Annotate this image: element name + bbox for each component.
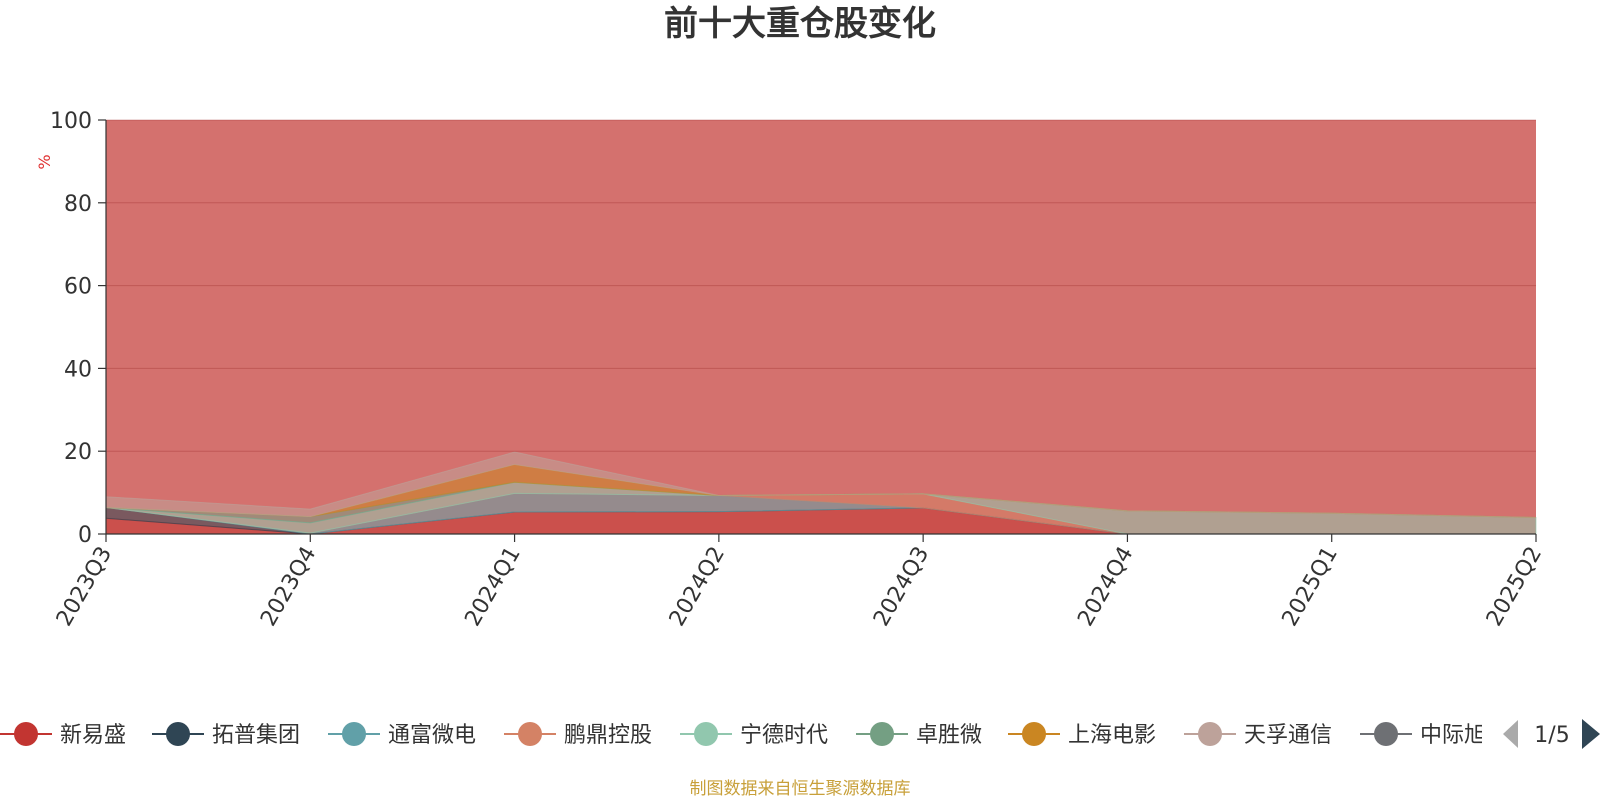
y-tick-label-100: 100: [50, 109, 92, 134]
legend-item-8[interactable]: 中际旭: [1360, 722, 1486, 748]
legend-marker: [1022, 722, 1046, 746]
x-tick-label-2: 2024Q1: [460, 543, 525, 631]
legend-marker: [342, 722, 366, 746]
y-tick-label-40: 40: [64, 357, 92, 382]
x-tick-label-5: 2024Q4: [1073, 543, 1138, 631]
x-tick-label-6: 2025Q1: [1278, 543, 1343, 631]
legend-item-4[interactable]: 宁德时代: [680, 722, 828, 748]
legend-item-0[interactable]: 新易盛: [0, 722, 126, 748]
legend-label: 拓普集团: [212, 723, 300, 748]
legend: 新易盛 拓普集团 通富微电 鹏鼎控股 宁德时代 卓胜微 上海电影 天孚通信 中际旭 1/5: [0, 719, 1600, 749]
legend-label: 新易盛: [60, 723, 126, 748]
legend-marker: [694, 722, 718, 746]
legend-item-6[interactable]: 上海电影: [1008, 722, 1156, 748]
x-tick-label-3: 2024Q2: [665, 543, 730, 631]
legend-label: 通富微电: [388, 723, 476, 748]
chart-title: 前十大重仓股变化: [664, 4, 936, 44]
legend-label: 上海电影: [1068, 723, 1156, 748]
legend-marker: [1374, 722, 1398, 746]
legend-label: 宁德时代: [740, 723, 828, 748]
legend-label: 中际旭: [1420, 723, 1486, 748]
area-background-band: [106, 120, 1536, 534]
y-tick-label-80: 80: [64, 192, 92, 217]
x-tick-label-1: 2023Q4: [256, 543, 321, 631]
legend-next-icon[interactable]: [1582, 719, 1600, 749]
legend-marker: [1198, 722, 1222, 746]
legend-items: 新易盛 拓普集团 通富微电 鹏鼎控股 宁德时代 卓胜微 上海电影 天孚通信 中际旭: [0, 722, 1486, 748]
legend-prev-icon[interactable]: [1503, 720, 1518, 748]
legend-marker: [166, 722, 190, 746]
legend-item-5[interactable]: 卓胜微: [856, 722, 982, 748]
legend-item-1[interactable]: 拓普集团: [152, 722, 300, 748]
area-series-7: [105, 451, 1537, 518]
chart-svg: 0 20 40 60 80 100% 2023Q3 2023Q4 2024Q1 2024Q2 202…: [0, 109, 1600, 749]
source-note: 制图数据来自恒生聚源数据库: [689, 779, 911, 799]
legend-item-7[interactable]: 天孚通信: [1184, 722, 1332, 748]
legend-label: 鹏鼎控股: [564, 723, 652, 748]
y-tick-label-20: 20: [64, 440, 92, 465]
legend-marker: [14, 722, 38, 746]
legend-label: 天孚通信: [1244, 723, 1332, 748]
legend-marker: [870, 722, 894, 746]
legend-item-2[interactable]: 通富微电: [328, 722, 476, 748]
x-tick-label-4: 2024Q3: [869, 543, 934, 631]
legend-marker: [518, 722, 542, 746]
x-tick-label-7: 2025Q2: [1482, 543, 1547, 631]
y-tick-label-0: 0: [78, 523, 92, 548]
y-axis-label: %: [35, 154, 54, 169]
legend-item-3[interactable]: 鹏鼎控股: [504, 722, 652, 748]
legend-page-indicator: 1/5: [1534, 723, 1569, 748]
legend-label: 卓胜微: [916, 723, 982, 748]
x-tick-label-0: 2023Q3: [52, 543, 117, 631]
y-tick-label-60: 60: [64, 275, 92, 300]
